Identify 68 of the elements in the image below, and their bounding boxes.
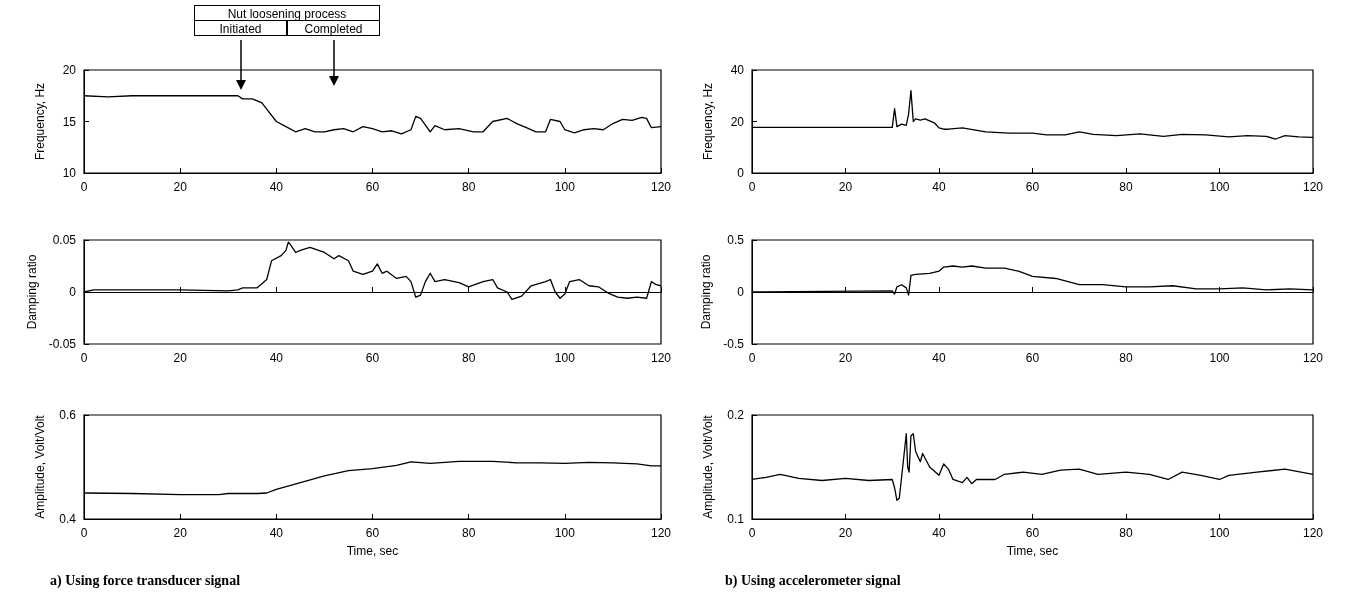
x-tick-label: 20 — [838, 180, 853, 194]
text: b) Using accelerometer signal — [725, 572, 901, 589]
y-axis-title: Frequency, Hz — [701, 82, 715, 161]
x-axis-title: Time, sec — [1006, 544, 1059, 558]
x-tick-label: 40 — [269, 526, 284, 540]
y-tick-label: 0.2 — [727, 408, 745, 422]
x-tick-label: 120 — [1302, 180, 1324, 194]
x-tick-label: 20 — [838, 526, 853, 540]
x-tick-label: 60 — [1025, 526, 1040, 540]
y-tick-label: 0 — [737, 285, 745, 299]
x-tick-label: 80 — [1119, 351, 1133, 365]
x-tick-label: 40 — [932, 351, 946, 365]
x-tick-label: 20 — [838, 351, 853, 365]
x-tick-label: 100 — [1209, 180, 1230, 194]
x-tick-label: 60 — [1025, 351, 1040, 365]
y-tick-label: 0.6 — [59, 408, 77, 422]
x-tick-label: 80 — [1119, 180, 1133, 194]
y-tick-label: -0.5 — [723, 337, 745, 351]
x-tick-label: 60 — [365, 526, 380, 540]
y-axis-title: Damping ratio — [699, 254, 714, 330]
y-axis-title: Amplitude, Volt/Volt — [33, 414, 47, 519]
x-tick-label: 80 — [461, 180, 476, 194]
y-tick-label: 0 — [69, 285, 77, 299]
x-tick-label: 100 — [554, 180, 576, 194]
x-tick-label: 20 — [173, 351, 188, 365]
x-tick-label: 80 — [461, 351, 476, 365]
y-tick-label: 0.4 — [59, 512, 77, 526]
x-axis-title: Time, sec — [346, 544, 399, 558]
y-axis-title: Amplitude, Volt/Volt — [701, 414, 715, 519]
x-tick-label: 40 — [932, 526, 946, 540]
text: a) Using force transducer signal — [50, 572, 241, 589]
y-tick-label: 0 — [737, 166, 745, 180]
x-tick-label: 120 — [650, 526, 672, 540]
x-tick-label: 60 — [365, 351, 380, 365]
x-tick-label: 40 — [932, 180, 946, 194]
x-tick-label: 120 — [1302, 526, 1324, 540]
x-tick-label: 80 — [1119, 526, 1133, 540]
y-axis-title: Damping ratio — [24, 254, 39, 330]
x-tick-label: 0 — [80, 526, 88, 540]
x-tick-label: 60 — [1025, 180, 1040, 194]
x-tick-label: 120 — [650, 351, 672, 365]
x-tick-label: 20 — [173, 180, 188, 194]
x-tick-label: 0 — [80, 180, 88, 194]
x-tick-label: 40 — [269, 180, 284, 194]
y-tick-label: 20 — [62, 63, 77, 77]
x-tick-label: 100 — [554, 526, 576, 540]
x-tick-label: 0 — [748, 180, 756, 194]
x-tick-label: 40 — [269, 351, 284, 365]
x-tick-label: 0 — [748, 351, 756, 365]
x-tick-label: 100 — [554, 351, 576, 365]
y-tick-label: 20 — [730, 114, 745, 129]
y-axis-title: Frequency, Hz — [33, 82, 47, 161]
y-tick-label: -0.05 — [48, 337, 77, 351]
x-tick-label: 0 — [80, 351, 88, 365]
x-tick-label: 120 — [650, 180, 672, 194]
y-tick-label: 40 — [730, 63, 745, 77]
x-tick-label: 80 — [461, 526, 476, 540]
y-tick-label: 0.1 — [727, 512, 745, 526]
y-tick-label: 10 — [62, 166, 77, 180]
x-tick-label: 20 — [173, 526, 188, 540]
y-tick-label: 15 — [62, 114, 77, 129]
x-tick-label: 0 — [748, 526, 756, 540]
y-tick-label: 0.5 — [727, 233, 745, 247]
x-tick-label: 120 — [1302, 351, 1324, 365]
x-tick-label: 100 — [1209, 526, 1230, 540]
x-tick-label: 60 — [365, 180, 380, 194]
y-tick-label: 0.05 — [52, 233, 77, 247]
x-tick-label: 100 — [1209, 351, 1230, 365]
